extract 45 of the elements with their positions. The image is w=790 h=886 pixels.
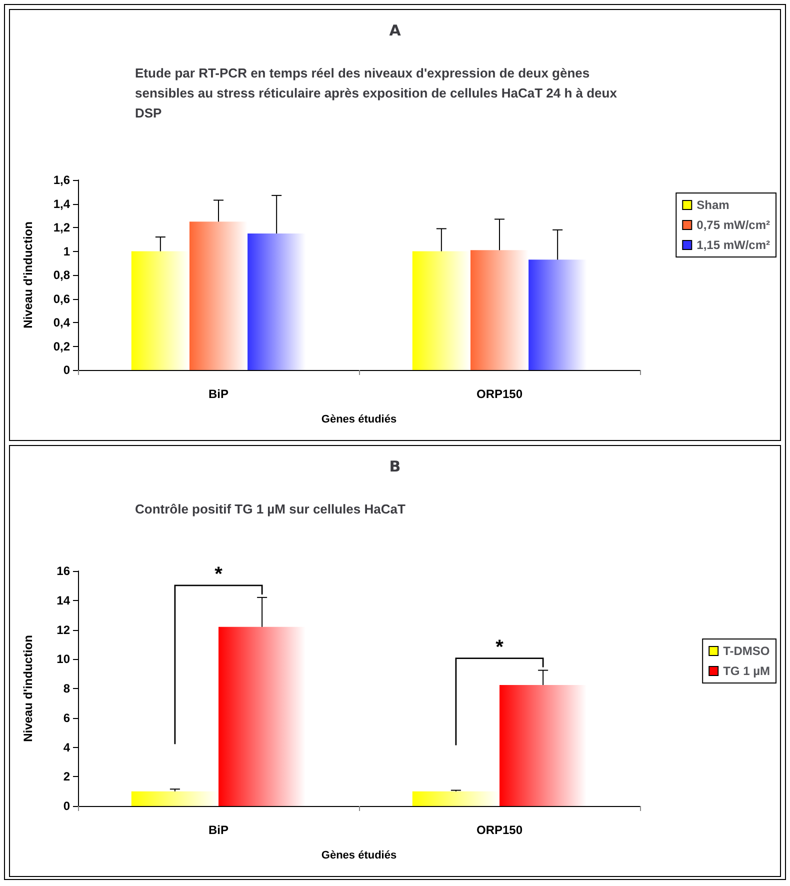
legend-label: Sham [696,198,730,212]
y-axis-title: Niveau d'induction [21,635,35,742]
bar [470,250,529,370]
y-tick-label: 2 [63,770,70,784]
x-tick-label: BiP [208,387,229,401]
annotation: * [496,636,504,658]
bar [189,222,248,370]
bar [131,251,190,370]
y-tick-label: 8 [63,682,70,696]
x-axis-title: Gènes étudiés [321,414,397,426]
y-tick-label: 0,2 [53,339,70,354]
bar [412,791,500,806]
bar [528,260,587,370]
legend-label: TG 1 µM [723,664,770,678]
chart-subtitle: Contrôle positif TG 1 µM sur cellules HaCaT [135,502,406,516]
x-tick-label: ORP150 [476,823,523,837]
y-tick-label: 10 [56,652,70,666]
bar [248,233,306,370]
y-tick-label: 1,2 [53,220,70,234]
legend-label: T-DMSO [723,644,770,658]
y-tick-label: 16 [56,564,70,578]
y-tick-label: 0,8 [53,268,70,282]
annotation: * [214,563,223,586]
chart-subtitle: Etude par RT-PCR en temps réel des niveaux d'expression de deux gènes sensibles au stress réticulaire après exposition de cellules HaCaT 24 h à deux DSP [135,66,621,120]
chart-title: B [389,458,401,476]
y-tick-label: 0 [63,799,70,813]
y-tick-label: 0 [63,363,70,377]
y-tick-label: 4 [63,740,70,754]
y-tick-label: 6 [63,710,70,725]
y-axis-title: Niveau d'induction [21,222,35,328]
y-tick-label: 1 [63,244,70,258]
legend-label: 0,75 mW/cm² [696,218,770,232]
y-tick-label: 12 [56,622,70,637]
y-tick-label: 0,6 [53,292,70,306]
y-tick-label: 1,6 [53,173,70,187]
chart-title: A [389,22,402,40]
legend-label: 1,15 mW/cm² [696,238,770,252]
y-tick-label: 14 [56,593,70,608]
x-axis-title: Gènes étudiés [321,850,397,862]
y-tick-label: 1,4 [53,196,70,211]
bar [131,791,218,806]
x-tick-label: BiP [208,823,229,837]
bar [412,251,470,370]
y-tick-label: 0,4 [53,316,70,330]
x-tick-label: ORP150 [476,387,523,401]
